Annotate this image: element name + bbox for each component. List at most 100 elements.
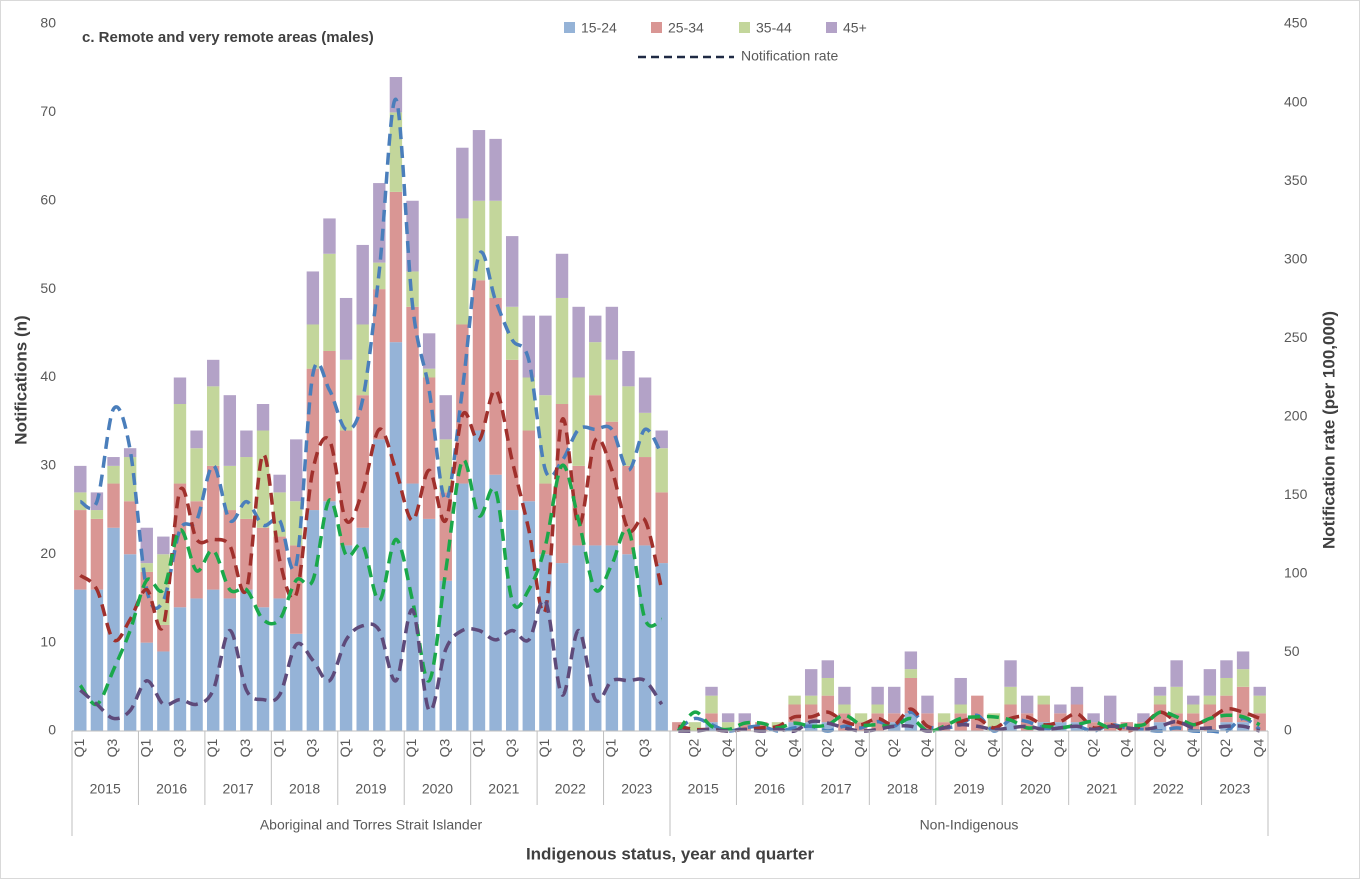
- bar-segment: [373, 289, 386, 440]
- bar-segment: [821, 722, 835, 731]
- bar-segment: [539, 395, 552, 484]
- bar-segment: [555, 253, 569, 298]
- bar-segment: [306, 271, 320, 325]
- year-label: 2023: [1219, 781, 1250, 797]
- bar-segment: [1004, 722, 1017, 731]
- bar-segment: [1187, 704, 1200, 714]
- bar-segment: [638, 545, 652, 731]
- year-label: 2016: [754, 781, 785, 797]
- bar-segment: [1236, 686, 1250, 723]
- bar-segment: [572, 465, 585, 546]
- bar-segment: [1236, 651, 1250, 670]
- y-tick-label: 40: [40, 368, 56, 384]
- bar-segment: [572, 306, 585, 378]
- bar-segment: [555, 563, 569, 731]
- bar-segment: [1203, 669, 1217, 696]
- bar-segment: [406, 306, 419, 484]
- bar-segment: [223, 395, 237, 466]
- bar-segment: [738, 722, 751, 731]
- y2-tick-label: 0: [1284, 722, 1292, 738]
- bar-segment: [1187, 695, 1200, 705]
- bar-segment: [373, 183, 386, 263]
- bar-segment: [888, 686, 901, 714]
- bar-segment: [339, 297, 353, 360]
- legend-label: 35-44: [756, 20, 792, 36]
- bar-segment: [1236, 669, 1250, 687]
- x-tick-label: Q1: [137, 738, 153, 757]
- bar-segment: [373, 439, 386, 731]
- rate-line: [678, 719, 1261, 734]
- bar-segment: [871, 704, 884, 714]
- legend-label: Notification rate: [741, 48, 838, 64]
- bar-segment: [1153, 686, 1167, 696]
- bar-segment: [173, 377, 187, 405]
- x-tick-label: Q1: [603, 738, 619, 757]
- bar-segment: [439, 395, 452, 440]
- bar-segment: [256, 527, 270, 608]
- y-axis-title: Notifications (n): [11, 315, 30, 444]
- bar-segment: [821, 660, 835, 678]
- group-label: Aboriginal and Torres Strait Islander: [260, 817, 483, 833]
- year-label: 2015: [90, 781, 121, 797]
- rate-line: [79, 388, 664, 643]
- bar-segment: [356, 324, 369, 396]
- bar-segment: [838, 686, 851, 705]
- y-tick-label: 0: [48, 722, 56, 738]
- bar-segment: [74, 465, 87, 493]
- bar-segment: [622, 350, 635, 387]
- bar-segment: [605, 421, 619, 546]
- bar-segment: [273, 598, 286, 731]
- bar-segment: [74, 510, 87, 590]
- bar-segment: [638, 457, 652, 546]
- bar-segment: [788, 695, 801, 705]
- bar-segment: [1220, 660, 1233, 678]
- bar-segment: [1137, 713, 1150, 723]
- chart-title: c. Remote and very remote areas (males): [82, 29, 374, 46]
- x-tick-label: Q1: [403, 738, 419, 757]
- bar-segment: [356, 244, 369, 325]
- x-tick-label: Q3: [104, 738, 120, 757]
- x-tick-label: Q4: [852, 738, 868, 757]
- bar-segment: [738, 713, 751, 723]
- bar-segment: [273, 474, 286, 493]
- x-tick-label: Q3: [304, 738, 320, 757]
- bar-segment: [589, 342, 602, 396]
- bar-segment: [123, 448, 137, 458]
- bar-segment: [555, 404, 569, 564]
- bar-segment: [323, 501, 336, 731]
- bar-segment: [190, 448, 203, 502]
- bar-segment: [804, 669, 818, 696]
- bar-segment: [123, 457, 137, 502]
- bar-segment: [107, 457, 120, 466]
- bar-segment: [1253, 695, 1266, 714]
- y-tick-label: 30: [40, 457, 56, 473]
- bar-segment: [290, 501, 303, 546]
- bar-segment: [240, 457, 253, 519]
- bar-segment: [904, 677, 918, 714]
- bar-segment: [1054, 704, 1067, 714]
- group-label: Non-Indigenous: [920, 817, 1019, 833]
- x-tick-label: Q3: [237, 738, 253, 757]
- bar-segment: [1220, 677, 1233, 696]
- bar-segment: [1070, 686, 1084, 705]
- y2-tick-label: 250: [1284, 329, 1308, 345]
- bar-segment: [323, 218, 336, 254]
- bar-segment: [157, 536, 170, 555]
- bar-segment: [871, 686, 884, 705]
- bar-segment: [389, 191, 403, 343]
- bar-segment: [123, 501, 137, 555]
- bar-segment: [705, 713, 718, 723]
- y-tick-label: 10: [40, 633, 56, 649]
- bar-segment: [456, 324, 469, 484]
- bar-segment: [339, 430, 353, 546]
- bar-segment: [256, 607, 270, 731]
- bar-segment: [1037, 695, 1050, 705]
- bar-segment: [439, 580, 452, 731]
- bar-segment: [206, 359, 220, 387]
- bar-segment: [854, 713, 868, 723]
- year-label: 2017: [821, 781, 852, 797]
- x-tick-label: Q1: [470, 738, 486, 757]
- bar-segment: [688, 722, 702, 731]
- bar-segment: [638, 412, 652, 458]
